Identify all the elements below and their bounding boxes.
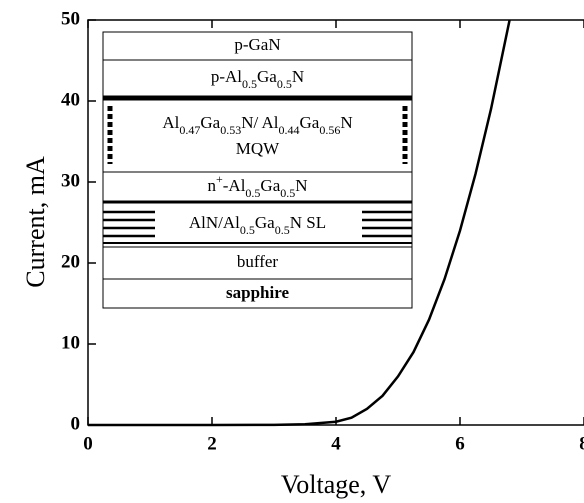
x-axis-label: Voltage, V <box>281 470 391 499</box>
label-part: 0.5 <box>242 77 257 91</box>
label-part: + <box>216 172 223 186</box>
inset-frame <box>102 31 413 309</box>
label-part: N SL <box>290 213 326 232</box>
layer-label: Al0.47Ga0.53N/ Al0.44Ga0.56N <box>162 113 352 137</box>
y-tick-label: 40 <box>61 89 80 110</box>
x-tick-label: 6 <box>455 433 465 454</box>
x-tick-label: 2 <box>207 433 217 454</box>
label-part: Ga <box>255 213 275 232</box>
label-part: Ga <box>300 113 320 132</box>
y-tick-label: 0 <box>71 413 81 434</box>
layer-label: AlN/Al0.5Ga0.5N SL <box>189 213 326 237</box>
layer-label: sapphire <box>226 283 289 302</box>
label-part: 0.56 <box>319 123 340 137</box>
y-tick-label: 10 <box>61 332 80 353</box>
sl-marks <box>103 210 412 238</box>
y-axis-label: Current, mA <box>21 156 50 288</box>
label-part: Ga <box>260 176 280 195</box>
plot-frame <box>87 19 584 426</box>
label-part: 0.5 <box>277 77 292 91</box>
label-part: MQW <box>236 139 280 158</box>
label-part: AlN/Al <box>189 213 240 232</box>
label-part: Al <box>162 113 179 132</box>
label-part: 0.47 <box>179 123 200 137</box>
y-tick-label: 30 <box>61 170 80 191</box>
label-part: n <box>207 176 216 195</box>
label-part: 0.44 <box>279 123 300 137</box>
layer-label: MQW <box>236 139 280 158</box>
label-part: 0.5 <box>240 223 255 237</box>
label-part: N <box>340 113 352 132</box>
label-part: sapphire <box>226 283 289 302</box>
label-part: Ga <box>257 67 277 86</box>
label-part: 0.5 <box>275 223 290 237</box>
x-tick-label: 8 <box>579 433 584 454</box>
layer-label: buffer <box>237 252 279 271</box>
x-tick-label: 4 <box>331 433 341 454</box>
label-part: buffer <box>237 252 279 271</box>
x-tick-label: 0 <box>83 433 93 454</box>
label-part: N <box>292 67 304 86</box>
label-part: p-GaN <box>234 35 280 54</box>
layer-label: p-Al0.5Ga0.5N <box>211 67 304 91</box>
label-part: N/ Al <box>241 113 279 132</box>
label-part: 0.53 <box>220 123 241 137</box>
layer-label: p-GaN <box>234 35 280 54</box>
label-part: Ga <box>200 113 220 132</box>
data-line <box>88 19 511 427</box>
label-part: -Al <box>223 176 246 195</box>
label-part: 0.5 <box>280 186 295 200</box>
layer-label: n+-Al0.5Ga0.5N <box>207 172 307 200</box>
label-part: 0.5 <box>245 186 260 200</box>
y-tick-label: 20 <box>61 251 80 272</box>
label-part: N <box>295 176 307 195</box>
label-part: p-Al <box>211 67 242 86</box>
y-tick-label: 50 <box>61 8 80 29</box>
